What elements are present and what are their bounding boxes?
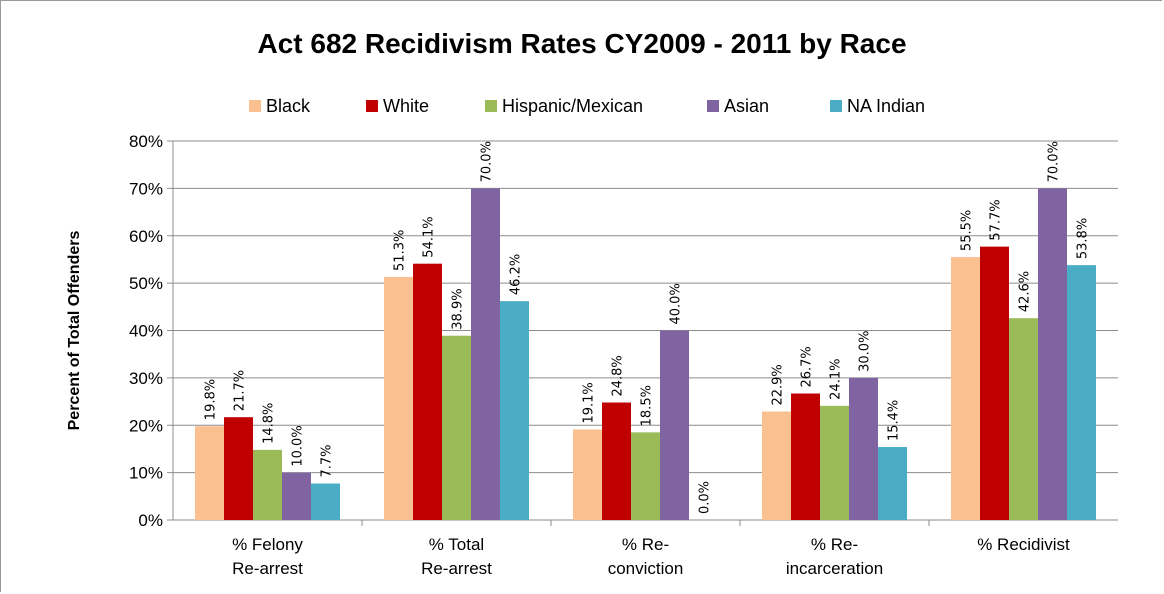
legend-label: Asian — [724, 96, 769, 116]
data-label: 55.5% — [960, 210, 975, 251]
data-label: 0.0% — [698, 481, 713, 514]
legend-swatch — [485, 100, 497, 112]
bar — [820, 405, 849, 520]
data-label: 14.8% — [262, 403, 277, 444]
bar — [413, 263, 442, 520]
y-tick-label: 60% — [129, 227, 163, 246]
data-label: 21.7% — [233, 370, 248, 411]
bar — [500, 301, 529, 520]
data-label: 54.1% — [422, 216, 437, 257]
legend-swatch — [707, 100, 719, 112]
legend-label: Hispanic/Mexican — [502, 96, 643, 116]
data-label: 40.0% — [669, 283, 684, 324]
legend-swatch — [830, 100, 842, 112]
bar — [224, 417, 253, 520]
chart-title: Act 682 Recidivism Rates CY2009 - 2011 b… — [257, 28, 907, 59]
bar — [195, 426, 224, 520]
bar — [951, 257, 980, 520]
legend-label: NA Indian — [847, 96, 925, 116]
data-label: 7.7% — [320, 444, 335, 477]
legend-swatch — [249, 100, 261, 112]
y-tick-label: 70% — [129, 179, 163, 198]
data-label: 22.9% — [771, 364, 786, 405]
bar — [602, 402, 631, 520]
category-label: conviction — [608, 559, 684, 578]
data-label: 18.5% — [640, 385, 655, 426]
data-label: 53.8% — [1076, 218, 1091, 259]
y-tick-label: 20% — [129, 416, 163, 435]
category-label: % Felony — [232, 535, 303, 554]
bar — [311, 483, 340, 520]
data-label: 15.4% — [887, 400, 902, 441]
category-label: % Recidivist — [977, 535, 1070, 554]
bar — [849, 377, 878, 520]
bar — [282, 472, 311, 520]
y-tick-label: 50% — [129, 274, 163, 293]
data-label: 24.1% — [829, 359, 844, 400]
category-label: incarceration — [786, 559, 883, 578]
bar — [762, 411, 791, 520]
data-label: 42.6% — [1018, 271, 1033, 312]
bar — [253, 449, 282, 520]
y-axis-title: Percent of Total Offenders — [66, 231, 83, 431]
category-label: % Total — [429, 535, 484, 554]
legend-swatch — [366, 100, 378, 112]
data-label: 51.3% — [393, 230, 408, 271]
y-tick-label: 30% — [129, 369, 163, 388]
bar — [442, 335, 471, 520]
bar — [471, 188, 500, 520]
category-label: Re-arrest — [232, 559, 303, 578]
y-tick-label: 80% — [129, 132, 163, 151]
data-label: 46.2% — [509, 254, 524, 295]
data-label: 38.9% — [451, 288, 466, 329]
data-label: 24.8% — [611, 355, 626, 396]
bar — [878, 447, 907, 520]
bar — [791, 393, 820, 520]
bar — [660, 330, 689, 520]
data-label: 26.7% — [800, 346, 815, 387]
data-label: 70.0% — [1047, 141, 1062, 182]
category-label: Re-arrest — [421, 559, 492, 578]
data-label: 57.7% — [989, 199, 1004, 240]
bar — [573, 429, 602, 520]
legend-label: White — [383, 96, 429, 116]
bar — [1038, 188, 1067, 520]
bar — [980, 246, 1009, 521]
data-label: 19.1% — [582, 382, 597, 423]
data-label: 10.0% — [291, 425, 306, 466]
bar — [1009, 318, 1038, 520]
data-label: 30.0% — [858, 331, 873, 372]
category-label: % Re- — [622, 535, 669, 554]
y-tick-label: 0% — [138, 511, 163, 530]
bar — [384, 276, 413, 520]
y-tick-label: 40% — [129, 322, 163, 341]
legend-label: Black — [266, 96, 311, 116]
data-label: 70.0% — [480, 141, 495, 182]
bar — [1067, 265, 1096, 520]
category-label: % Re- — [811, 535, 858, 554]
data-label: 19.8% — [204, 379, 219, 420]
bar — [631, 432, 660, 520]
y-tick-label: 10% — [129, 464, 163, 483]
